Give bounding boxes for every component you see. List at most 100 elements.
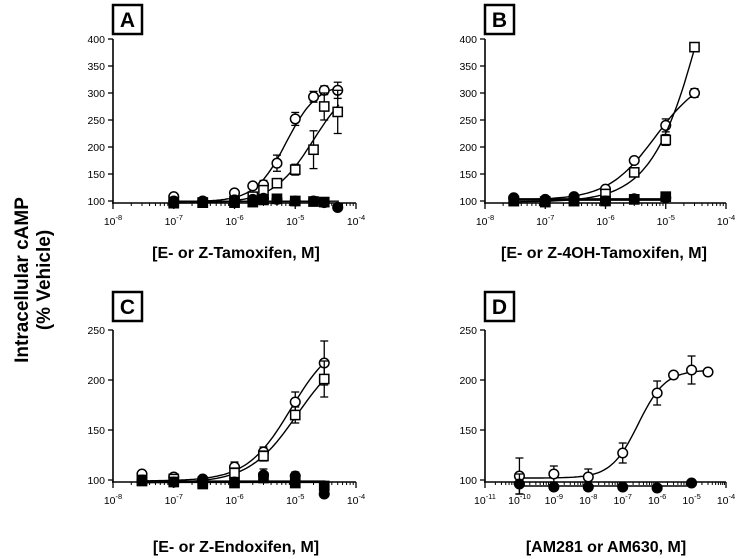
x-tick-label: 10-8 <box>104 492 122 507</box>
open-circle-marker <box>548 468 560 480</box>
x-tick-label: 10-4 <box>347 492 365 507</box>
panel-b-x-axis-label: [E- or Z-4OH-Tamoxifen, M] <box>501 245 707 262</box>
x-tick-label: 10-8 <box>104 213 122 228</box>
x-tick-label: 10-5 <box>286 213 304 228</box>
open-circle-marker <box>307 91 320 103</box>
open-circle-marker <box>289 113 301 125</box>
open-square-marker <box>308 144 319 156</box>
y-tick-label: 250 <box>87 325 105 337</box>
filled-square-marker <box>136 475 148 487</box>
filled-square-marker <box>318 480 330 492</box>
panel-d-plot: 100 150 200 250 10-11 10-10 10-9 10-8 10-7 10-6 10… <box>459 325 735 507</box>
filled-square-marker <box>539 196 551 208</box>
filled-square-marker <box>289 195 301 207</box>
y-tick-label: 100 <box>459 196 477 208</box>
y-tick-label: 300 <box>459 88 477 100</box>
panel-b-letter: B <box>492 9 507 32</box>
x-tick-label: 10-11 <box>474 492 496 507</box>
x-tick-label: 10-4 <box>347 213 365 228</box>
y-tick-label: 250 <box>87 115 105 127</box>
y-tick-label: 300 <box>87 88 105 100</box>
x-tick-label: 10-9 <box>545 492 563 507</box>
y-tick-label: 200 <box>87 375 105 387</box>
open-square-marker <box>289 409 301 421</box>
x-tick-label: 10-5 <box>682 492 700 507</box>
panel-d-letter-box <box>483 290 516 323</box>
filled-circle-marker <box>686 477 698 489</box>
filled-circle-marker <box>582 481 594 493</box>
filled-square-marker <box>258 194 269 206</box>
y-tick-label: 200 <box>459 142 477 154</box>
x-tick-label: 10-6 <box>225 492 243 507</box>
x-tick-label: 10-7 <box>165 213 183 228</box>
y-tick-label: 150 <box>459 169 477 181</box>
x-tick-label: 10-4 <box>717 492 735 507</box>
panel-c-x-axis-label: [E- or Z-Endoxifen, M] <box>153 539 319 556</box>
open-square-marker <box>229 467 240 479</box>
filled-square-marker <box>568 195 580 207</box>
filled-square-marker <box>600 195 611 207</box>
panel-b-plot: 100 150 200 250 300 350 400 10-8 10-7 10-6 10-5 10-… <box>459 34 735 228</box>
y-tick-label: 150 <box>87 169 105 181</box>
x-tick-label: 10-7 <box>165 492 183 507</box>
y-tick-label: 250 <box>459 325 477 337</box>
open-circle-marker <box>688 87 701 99</box>
open-square-marker <box>318 373 330 385</box>
x-tick-label: 10-6 <box>596 213 614 228</box>
filled-circle-marker <box>548 481 560 493</box>
open-square-marker <box>289 164 301 176</box>
x-tick-label: 10-6 <box>225 213 243 228</box>
fit-curve <box>512 92 697 201</box>
filled-square-marker <box>197 478 209 490</box>
open-circle-marker <box>702 366 714 378</box>
filled-square-marker <box>229 197 240 208</box>
open-square-marker <box>271 177 283 189</box>
open-square-marker <box>628 167 640 178</box>
open-circle-marker <box>271 157 283 169</box>
x-tick-label: 10-8 <box>579 492 597 507</box>
panel-a-x-axis-label: [E- or Z-Tamoxifen, M] <box>152 245 320 262</box>
panel-b-letter-box <box>483 3 516 36</box>
y-axis-label-line2: (% Vehicle) <box>34 230 55 330</box>
open-circle-marker <box>247 180 259 192</box>
filled-square-marker <box>168 476 180 488</box>
filled-square-marker <box>289 477 301 489</box>
y-tick-label: 150 <box>87 425 105 437</box>
panel-a-letter-box <box>111 3 144 36</box>
open-square-marker <box>318 101 330 112</box>
open-circle-marker <box>668 369 680 381</box>
filled-square-marker <box>258 472 269 484</box>
filled-square-marker <box>168 197 180 209</box>
panel-c-plot: 100 150 200 250 10-8 10-7 10-6 10-5 10-4 <box>87 325 365 507</box>
open-circle-marker <box>617 447 629 459</box>
panel-d: D 100 150 200 250 10-11 10-10 10-9 10-8 10-7 10-6… <box>459 290 735 556</box>
filled-square-marker <box>308 196 319 207</box>
filled-square-marker <box>229 477 240 489</box>
y-tick-label: 250 <box>459 115 477 127</box>
open-square-marker <box>660 134 672 146</box>
filled-circle-marker <box>617 481 629 493</box>
x-tick-label: 10-7 <box>614 492 632 507</box>
open-circle-marker <box>628 154 640 167</box>
open-circle-marker <box>582 471 594 483</box>
fit-curve <box>518 369 709 479</box>
filled-circle-marker <box>651 482 663 494</box>
y-tick-label: 150 <box>459 425 477 437</box>
filled-square-marker <box>660 191 672 203</box>
open-square-marker <box>258 450 269 462</box>
y-tick-label: 400 <box>459 34 477 46</box>
filled-square-marker <box>271 193 283 205</box>
filled-circle-marker <box>332 201 344 214</box>
y-tick-label: 100 <box>87 475 105 487</box>
open-circle-marker <box>289 396 301 408</box>
x-tick-label: 10-10 <box>508 492 531 507</box>
filled-square-marker <box>318 196 330 208</box>
open-circle-marker <box>686 364 698 376</box>
panel-c-letter-box <box>111 290 144 323</box>
y-tick-label: 350 <box>459 61 477 73</box>
open-square-marker <box>689 41 700 53</box>
panel-c-letter: C <box>120 296 135 319</box>
x-tick-label: 10-5 <box>657 213 675 228</box>
